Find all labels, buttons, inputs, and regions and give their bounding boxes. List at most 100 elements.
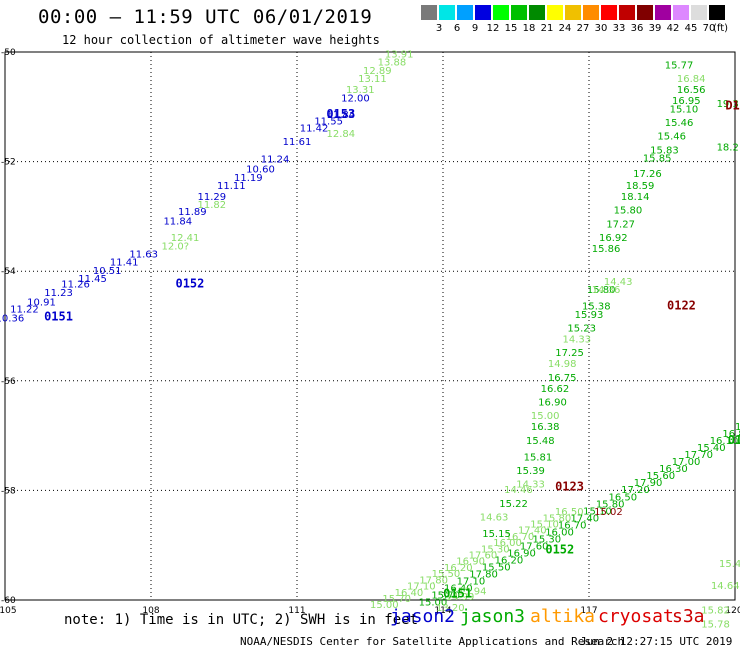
swh-value: 15.48 <box>526 436 555 447</box>
colorbar-swatch <box>475 5 491 20</box>
swh-value: 15.39 <box>516 466 545 477</box>
swh-value: 12.41 <box>171 233 200 244</box>
swh-value: 17.25 <box>555 348 584 359</box>
colorbar-swatch <box>421 5 437 20</box>
pass-number-label: 0123 <box>555 479 584 493</box>
swh-value-cluster: 16.30 <box>659 464 688 475</box>
swh-value: 14.99 <box>446 592 475 603</box>
swh-value: 16.62 <box>541 384 570 395</box>
x-tick-label: 117 <box>580 606 597 616</box>
swh-value: 15.81 <box>524 452 553 463</box>
swh-value: 15.46 <box>657 132 686 143</box>
colorbar-swatch <box>619 5 635 20</box>
y-tick-label: -56 <box>1 377 16 387</box>
swh-value: 15.85 <box>643 154 672 165</box>
pass-number-label: D1 <box>725 99 739 113</box>
colorbar-swatch <box>673 5 689 20</box>
colorbar-label: 3 <box>435 23 443 34</box>
legend-altika: altika <box>530 606 596 627</box>
swh-value: 16.84 <box>677 74 706 85</box>
swh-value-cluster: 15.00 <box>419 597 448 608</box>
x-tick-label: 105 <box>0 606 17 616</box>
swh-value: 15.22 <box>499 499 528 510</box>
swh-value-cluster: 15.70 <box>382 594 411 605</box>
swh-value: 11.84 <box>326 110 355 121</box>
y-tick-label: -54 <box>1 267 16 277</box>
swh-value-cluster: 15.70 <box>431 590 460 601</box>
legend-s3a: s3a <box>672 606 705 627</box>
legend-jason2: jason2 <box>390 606 456 627</box>
swh-value: 15.23 <box>567 323 596 334</box>
swh-value: 11.55 <box>314 116 343 127</box>
pass-number-label: 0151 <box>443 586 472 600</box>
colorbar-label: 36 <box>630 23 644 34</box>
colorbar-label: 33 <box>612 23 626 34</box>
swh-value-cluster: 17.80 <box>419 575 448 586</box>
swh-value: 11.29 <box>198 192 227 203</box>
swh-value-cluster: 17.40 <box>571 513 600 524</box>
colorbar-label: 30 <box>594 23 608 34</box>
colorbar-label: 6 <box>453 23 461 34</box>
swh-value: 11.84 <box>163 217 192 228</box>
swh-value-cluster: 16.50 <box>555 507 584 518</box>
colorbar-swatch <box>547 5 563 20</box>
swh-value: 14.33 <box>516 480 545 491</box>
swh-value-cluster: 15.80 <box>543 513 572 524</box>
colorbar-label: 42 <box>666 23 680 34</box>
colorbar-swatch <box>691 5 707 20</box>
colorbar-label: 70 <box>702 23 716 34</box>
colorbar-unit: (ft) <box>713 23 729 34</box>
colorbar-label: 24 <box>558 23 572 34</box>
swh-value: 16.90 <box>538 397 567 408</box>
swh-value-cluster: 17.50 <box>735 422 740 433</box>
colorbar-swatch <box>529 5 545 20</box>
swh-value: 18.2 <box>717 143 739 154</box>
y-tick-label: -50 <box>1 48 16 58</box>
credit-text: NOAA/NESDIS Center for Satellite Applica… <box>240 635 625 648</box>
page-title: 00:00 – 11:59 UTC 06/01/2019 <box>38 6 373 28</box>
colorbar-swatch <box>565 5 581 20</box>
footnote: note: 1) Time is in UTC; 2) SWH is in fe… <box>64 612 419 628</box>
swh-value: 15.15 <box>482 529 511 540</box>
swh-value: 11.45 <box>78 274 107 285</box>
swh-value: 15.80 <box>587 285 616 296</box>
swh-value: 13.94 <box>458 587 487 598</box>
swh-value-cluster: 17.00 <box>672 457 701 468</box>
swh-value-cluster: 15.10 <box>530 519 559 530</box>
swh-value-cluster: 16.40 <box>395 588 424 599</box>
swh-value: 13.88 <box>378 58 407 69</box>
swh-value-cluster: 15.50 <box>482 562 511 573</box>
colorbar-swatch <box>457 5 473 20</box>
swh-value: 12.00 <box>341 93 370 104</box>
swh-value: 15.10 <box>670 104 699 115</box>
swh-value: 11.42 <box>300 123 329 134</box>
colorbar-swatch <box>709 5 725 20</box>
swh-value-cluster: 16.00 <box>545 527 574 538</box>
x-tick-label: 120 <box>725 606 740 616</box>
swh-value-cluster: 16.20 <box>444 563 473 574</box>
swh-value: 11.26 <box>61 280 90 291</box>
swh-value: 14.43 <box>604 277 633 288</box>
swh-value: 10.51 <box>93 266 122 277</box>
swh-value: 15.46 <box>665 118 694 129</box>
swh-value: 15.02 <box>594 507 623 518</box>
swh-value: 16.92 <box>599 233 628 244</box>
swh-value: 13.20 <box>436 603 465 614</box>
pass-number-label: 0152 <box>175 277 204 291</box>
pass-number-label: 0153 <box>326 107 355 121</box>
swh-value: 17.27 <box>606 219 635 230</box>
colorbar-swatch <box>655 5 671 20</box>
swh-value: 12.0? <box>162 241 190 252</box>
colorbar-label: 27 <box>576 23 590 34</box>
colorbar-label: 15 <box>504 23 518 34</box>
colorbar-swatch <box>511 5 527 20</box>
colorbar-swatch <box>493 5 509 20</box>
swh-value: 10.36 <box>0 314 24 325</box>
swh-value: 15.83 <box>650 145 679 156</box>
pass-number-label: 0151 <box>44 310 73 324</box>
colorbar-swatch <box>583 5 599 20</box>
colorbar-swatch <box>637 5 653 20</box>
swh-value: 11.41 <box>110 258 139 269</box>
swh-value: 14.63 <box>480 513 509 524</box>
